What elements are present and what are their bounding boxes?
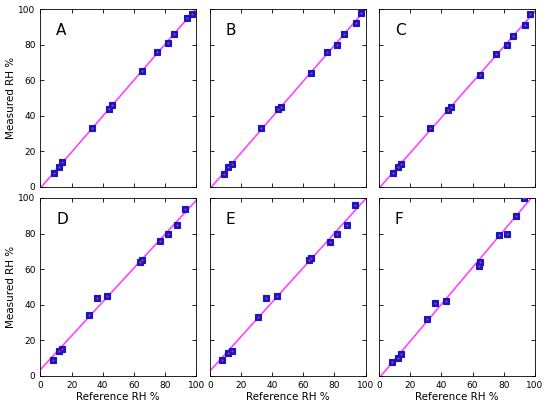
Text: E: E bbox=[225, 212, 235, 227]
X-axis label: Reference RH %: Reference RH % bbox=[415, 392, 498, 402]
Y-axis label: Measured RH %: Measured RH % bbox=[5, 246, 15, 328]
Text: F: F bbox=[395, 212, 404, 227]
Text: D: D bbox=[56, 212, 68, 227]
X-axis label: Reference RH %: Reference RH % bbox=[246, 392, 329, 402]
Text: C: C bbox=[395, 23, 405, 38]
Text: A: A bbox=[56, 23, 66, 38]
X-axis label: Reference RH %: Reference RH % bbox=[76, 392, 160, 402]
Text: B: B bbox=[225, 23, 236, 38]
Y-axis label: Measured RH %: Measured RH % bbox=[5, 57, 15, 139]
